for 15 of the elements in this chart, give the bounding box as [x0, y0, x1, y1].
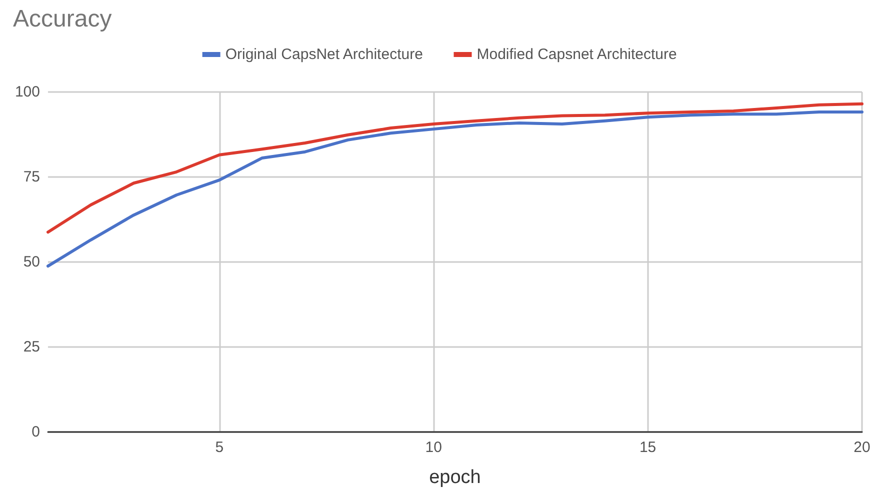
legend-label: Modified Capsnet Architecture	[476, 46, 677, 63]
x-tick-label: 10	[425, 439, 442, 456]
y-tick-label: 100	[14, 84, 40, 100]
y-tick-label: 0	[32, 424, 40, 440]
x-axis-title: epoch	[429, 467, 481, 488]
legend-label: Original CapsNet Architecture	[225, 46, 423, 63]
line-series	[46, 110, 864, 268]
y-tick-label: 50	[23, 254, 40, 270]
x-tick-label: 20	[854, 439, 870, 456]
x-tick-label: 5	[215, 439, 224, 456]
y-tick-label: 75	[23, 168, 40, 186]
x-tick-label: 15	[639, 439, 656, 456]
y-tick-label: 25	[23, 338, 40, 356]
chart-title: Accuracy	[13, 6, 112, 32]
line-series	[46, 102, 864, 234]
